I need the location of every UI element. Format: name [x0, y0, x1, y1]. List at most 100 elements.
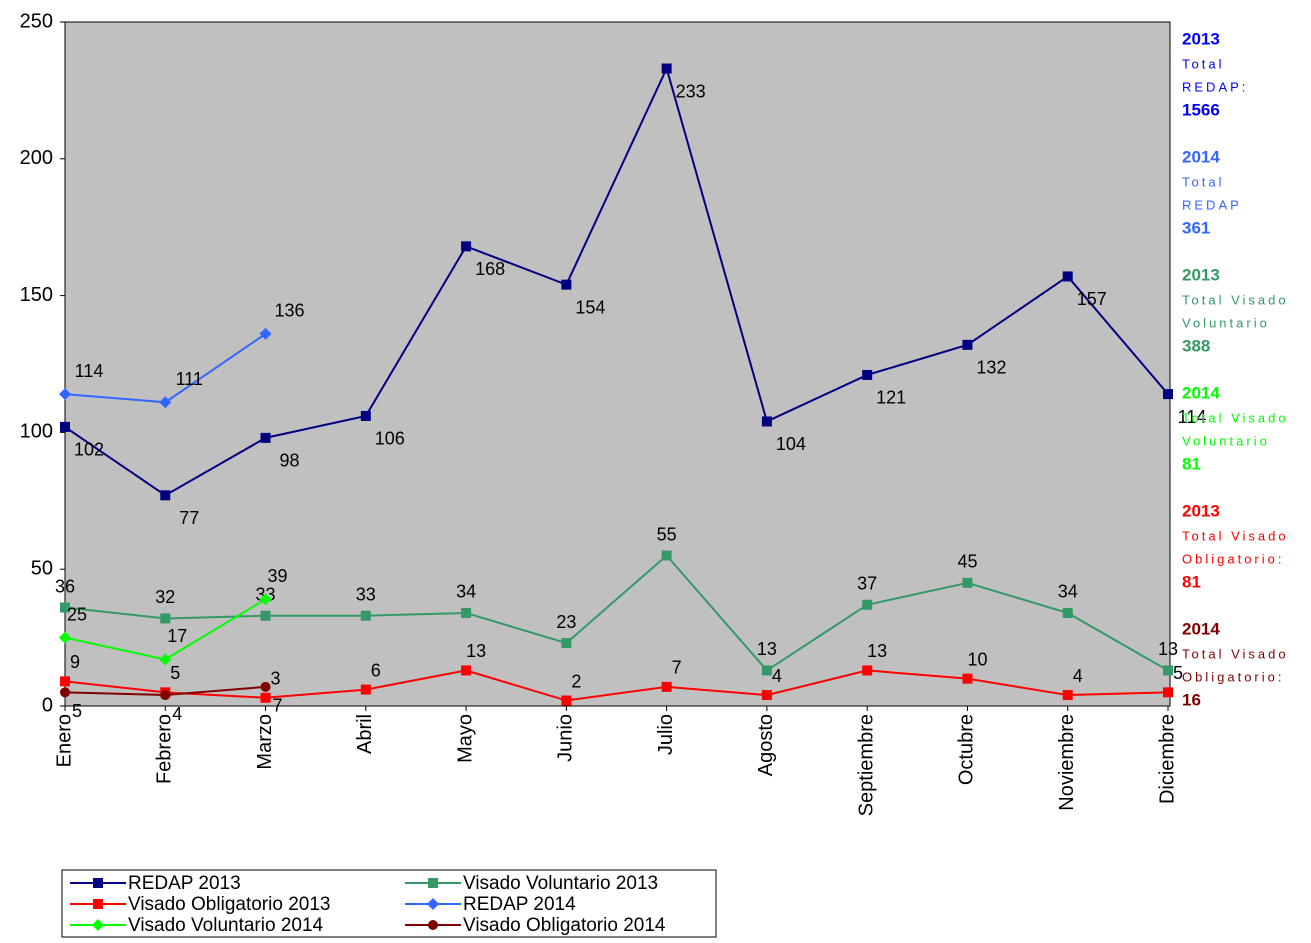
data-label: 45 — [957, 552, 977, 572]
data-point — [962, 673, 973, 684]
legend — [61, 869, 717, 938]
legend-label: Visado Obligatorio 2013 — [128, 894, 330, 915]
data-point — [160, 690, 171, 701]
annotation-text: Voluntario — [1182, 433, 1270, 448]
x-tick-label: Marzo — [254, 714, 276, 770]
data-label: 111 — [176, 369, 203, 389]
x-tick-label: Febrero — [154, 714, 176, 784]
data-label: 114 — [75, 361, 104, 381]
series-line — [64, 65, 1169, 497]
data-point — [60, 602, 70, 613]
data-label: 13 — [466, 641, 486, 661]
legend-marker — [428, 920, 438, 930]
legend-label: Visado Obligatorio 2014 — [463, 915, 666, 936]
data-point — [360, 684, 371, 695]
data-point — [260, 692, 271, 703]
data-label: 2 — [571, 671, 581, 691]
data-label: 13 — [867, 641, 887, 661]
data-point — [60, 687, 70, 698]
data-point — [159, 653, 172, 666]
data-label: 4 — [1073, 666, 1083, 686]
data-point — [260, 610, 271, 621]
data-point — [761, 665, 772, 676]
data-label: 17 — [167, 626, 187, 646]
data-label: 233 — [676, 81, 706, 101]
annotation-text: Obligatorio: — [1182, 551, 1284, 566]
data-point — [862, 665, 873, 676]
x-tick-label: Enero — [53, 714, 75, 767]
annotation-text: REDAP: — [1182, 79, 1248, 94]
data-point — [461, 665, 472, 676]
data-label: 77 — [179, 508, 199, 528]
data-point — [160, 490, 171, 501]
plot-area — [64, 21, 1171, 707]
y-tick-label: 250 — [20, 10, 53, 32]
data-point — [59, 631, 71, 644]
legend-marker — [93, 899, 103, 909]
data-label: 37 — [857, 574, 877, 594]
data-label: 13 — [1158, 639, 1178, 659]
data-label: 4 — [172, 704, 182, 724]
x-tick-label: Abril — [354, 714, 376, 754]
annotation-year: 2014 — [1182, 383, 1220, 402]
data-label: 157 — [1077, 289, 1107, 309]
legend-marker — [428, 878, 438, 888]
data-point — [962, 577, 973, 588]
data-label: 168 — [475, 259, 505, 279]
data-point — [761, 416, 772, 427]
y-tick-label: 0 — [42, 694, 53, 716]
data-point — [461, 607, 472, 618]
data-label: 132 — [976, 358, 1006, 378]
data-point — [260, 432, 271, 443]
data-point — [962, 339, 973, 350]
data-point — [159, 396, 172, 409]
data-label: 4 — [772, 666, 782, 686]
data-point — [862, 369, 873, 380]
data-label: 33 — [356, 584, 376, 604]
annotation-text: Total Visado — [1182, 292, 1289, 307]
annotation-year: 2013 — [1182, 265, 1220, 284]
annotation-total: 81 — [1182, 572, 1201, 591]
data-point — [461, 241, 472, 252]
data-label: 3 — [271, 669, 281, 689]
legend-marker — [93, 878, 103, 888]
data-point — [60, 676, 70, 687]
x-tick-label: Junio — [555, 714, 577, 762]
annotation-text: Total Visado — [1182, 410, 1289, 425]
data-point — [1062, 607, 1073, 618]
data-label: 13 — [757, 639, 777, 659]
data-label: 7 — [672, 658, 682, 678]
annotation-year: 2013 — [1182, 29, 1220, 48]
data-point — [1163, 665, 1173, 676]
y-tick-label: 50 — [31, 557, 53, 579]
data-point — [1163, 389, 1173, 400]
data-label: 9 — [70, 652, 80, 672]
data-point — [661, 63, 672, 74]
data-point — [360, 410, 371, 421]
data-label: 36 — [55, 576, 75, 596]
data-point — [259, 593, 272, 606]
x-tick-label: Julio — [655, 714, 677, 755]
data-label: 23 — [556, 612, 576, 632]
data-point — [160, 613, 171, 624]
data-point — [761, 690, 772, 701]
data-label: 7 — [273, 696, 283, 716]
data-label: 34 — [1058, 582, 1078, 602]
y-tick-label: 150 — [20, 284, 53, 306]
series-line — [64, 669, 1169, 702]
data-label: 5 — [170, 663, 180, 683]
legend-label: Visado Voluntario 2013 — [463, 873, 658, 894]
annotation-total: 81 — [1182, 454, 1201, 473]
data-label: 10 — [967, 649, 987, 669]
data-point — [259, 327, 272, 340]
x-tick-label: Octubre — [956, 714, 978, 785]
annotation-year: 2013 — [1182, 501, 1220, 520]
data-label: 114 — [1178, 407, 1207, 427]
annotation-text: Total Visado — [1182, 528, 1289, 543]
legend-marker — [427, 898, 439, 910]
annotation-year: 2014 — [1182, 147, 1220, 166]
data-point — [561, 638, 572, 649]
annotation-total: 361 — [1182, 218, 1210, 237]
data-label: 5 — [72, 701, 82, 721]
legend-marker — [92, 919, 104, 931]
